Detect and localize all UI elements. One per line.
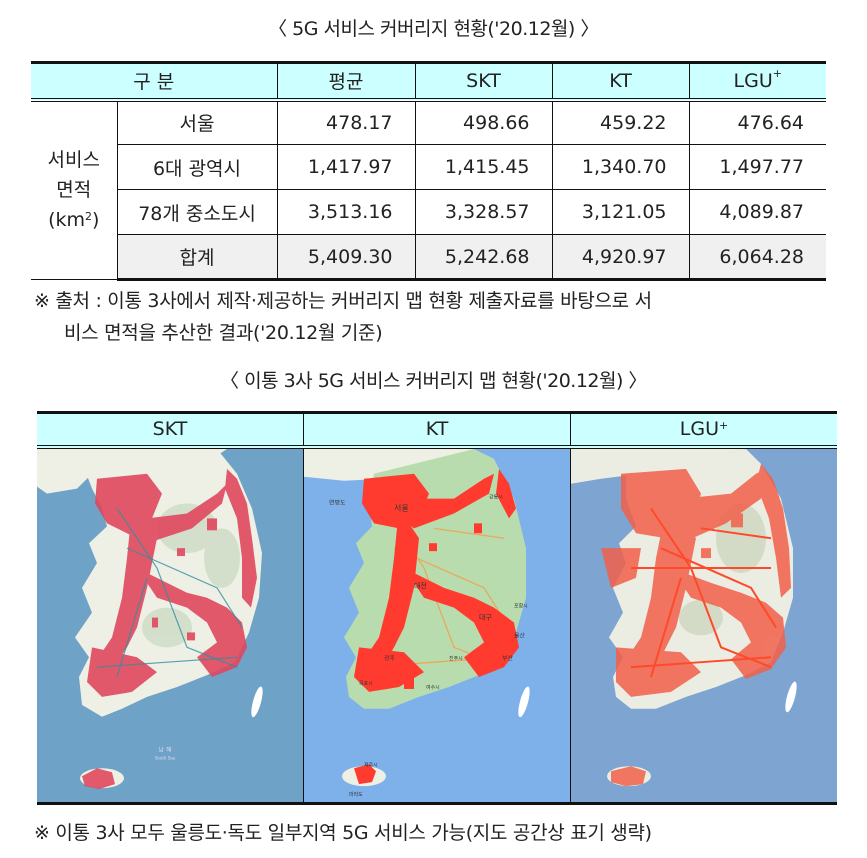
cell-average: 1,417.97 [276,144,415,190]
row-label: 서울 [116,99,277,145]
table-row: 78개 중소도시 3,513.16 3,328.57 3,121.05 4,08… [31,189,826,235]
cell-average: 5,409.30 [276,234,415,281]
footnote: ※ 이통 3사 모두 울릉도·독도 일부지역 5G 서비스 가능(지도 공간상 … [34,822,652,844]
cell-skt: 498.66 [414,99,552,145]
coverage-map-table: SKT KT LGU+ [37,411,837,805]
kt-map-image: 연평도 서울 대전 대구 포항시 울산 부산 광주 강릉시 진주시 목포시 여수… [304,449,570,802]
svg-text:대전: 대전 [414,581,427,590]
svg-text:연평도: 연평도 [329,499,346,507]
skt-map-image: 남 해 South Sea [37,449,303,802]
svg-text:제주시: 제주시 [364,761,378,768]
cell-kt: 1,340.70 [551,144,689,190]
table-row: 서비스 면적 (km2) 서울 478.17 498.66 459.22 476… [31,99,826,280]
cell-skt: 1,415.45 [414,144,552,190]
cell-kt: 459.22 [551,99,689,145]
table-row-total: 합계 5,409.30 5,242.68 4,920.97 6,064.28 [31,234,826,281]
svg-text:남 해: 남 해 [159,745,172,753]
svg-text:진주시: 진주시 [449,655,463,662]
cell-average: 3,513.16 [276,189,415,235]
svg-text:대구: 대구 [479,614,492,622]
svg-text:부산: 부산 [502,654,514,662]
table-row: 6대 광역시 1,417.97 1,415.45 1,340.70 1,497.… [31,144,826,190]
source-note: ※ 출처 : 이통 3사에서 제작·제공하는 커버리지 맵 현황 제출자료를 바… [34,290,652,344]
svg-text:목포시: 목포시 [359,681,373,687]
map-header-lgu: LGU+ [570,414,837,445]
cell-skt: 5,242.68 [414,234,552,281]
header-average: 평균 [276,61,415,102]
cell-lgu: 476.64 [688,99,826,145]
svg-text:South Sea: South Sea [155,755,176,760]
header-skt: SKT [414,61,552,102]
row-label: 78개 중소도시 [116,189,277,235]
skt-coverage-map: 남 해 South Sea [37,449,303,802]
svg-text:여수시: 여수시 [426,684,440,691]
lgu-map-image [571,449,837,802]
coverage-table: 구 분 평균 SKT KT LGU+ 서비스 면적 (km2) 서울 478.1… [31,61,826,281]
svg-text:포항시: 포항시 [514,603,528,610]
map-header-kt: KT [303,414,570,445]
header-kt: KT [551,61,689,102]
row-group-service-area: 서비스 면적 (km2) [31,99,117,280]
coverage-table-caption: 〈 5G 서비스 커버리지 현황('20.12월) 〉 [268,18,599,40]
header-category: 구 분 [31,61,277,102]
kt-coverage-map: 연평도 서울 대전 대구 포항시 울산 부산 광주 강릉시 진주시 목포시 여수… [303,449,570,802]
cell-kt: 4,920.97 [551,234,689,281]
cell-lgu: 4,089.87 [688,189,826,235]
cell-average: 478.17 [276,99,415,145]
map-table-header: SKT KT LGU+ [37,411,837,449]
cell-kt: 3,121.05 [551,189,689,235]
header-lgu: LGU+ [688,61,826,102]
svg-text:서울: 서울 [394,504,409,513]
row-label: 6대 광역시 [116,144,277,190]
svg-text:울산: 울산 [514,631,526,639]
svg-text:광주: 광주 [384,655,396,662]
svg-text:강릉시: 강릉시 [489,494,503,501]
lgu-coverage-map [570,449,837,802]
unit-label: (km2) [48,209,100,232]
svg-text:마라도: 마라도 [349,791,363,798]
row-label: 합계 [116,234,277,281]
cell-lgu: 1,497.77 [688,144,826,190]
map-table-caption: 〈 이통 3사 5G 서비스 커버리지 맵 현황('20.12월) 〉 [220,370,647,392]
cell-skt: 3,328.57 [414,189,552,235]
cell-lgu: 6,064.28 [688,234,826,281]
map-header-skt: SKT [152,418,188,440]
coverage-table-header: 구 분 평균 SKT KT LGU+ [31,61,826,102]
